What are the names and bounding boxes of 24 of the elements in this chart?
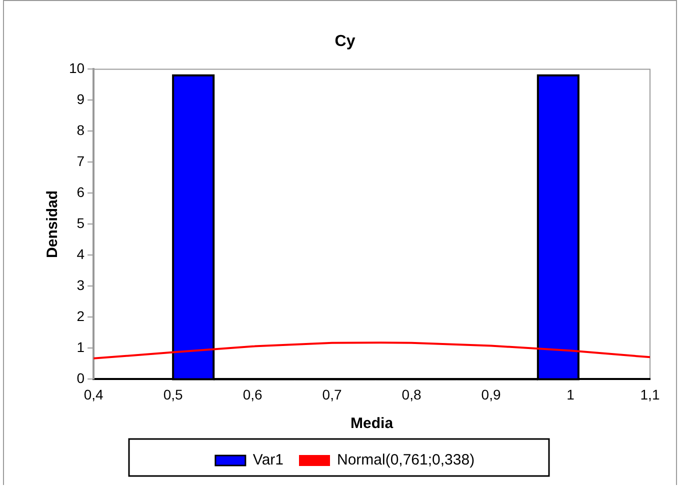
y-tick-label: 5: [76, 215, 85, 232]
x-tick-label: 0,8: [402, 386, 422, 402]
legend-label: Var1: [252, 452, 284, 469]
y-tick-label: 8: [76, 122, 85, 138]
y-tick-label: 6: [76, 184, 85, 200]
x-tick-label: 0,7: [322, 386, 342, 402]
y-tick-label: 3: [76, 277, 85, 294]
y-tick-label: 4: [76, 246, 85, 262]
y-axis-title: Densidad: [44, 190, 62, 258]
y-tick-label: 1: [76, 339, 85, 356]
y-tick-label: 7: [76, 153, 85, 170]
legend-label: Normal(0,761;0,338): [337, 452, 475, 469]
x-axis-title: Media: [350, 415, 394, 432]
x-tick-label: 1: [566, 386, 575, 402]
y-tick-label: 10: [68, 60, 85, 76]
x-tick-label: 0,5: [163, 386, 184, 402]
x-tick-label: 1,1: [640, 386, 660, 402]
y-tick-label: 2: [76, 308, 85, 324]
chart-title: Cy: [334, 33, 356, 50]
y-tick-label: 9: [76, 91, 85, 108]
x-tick-label: 0,6: [242, 386, 262, 402]
x-tick-label: 0,9: [481, 386, 501, 402]
y-tick-label: 0: [76, 370, 85, 386]
x-tick-label: 0,4: [84, 386, 104, 402]
